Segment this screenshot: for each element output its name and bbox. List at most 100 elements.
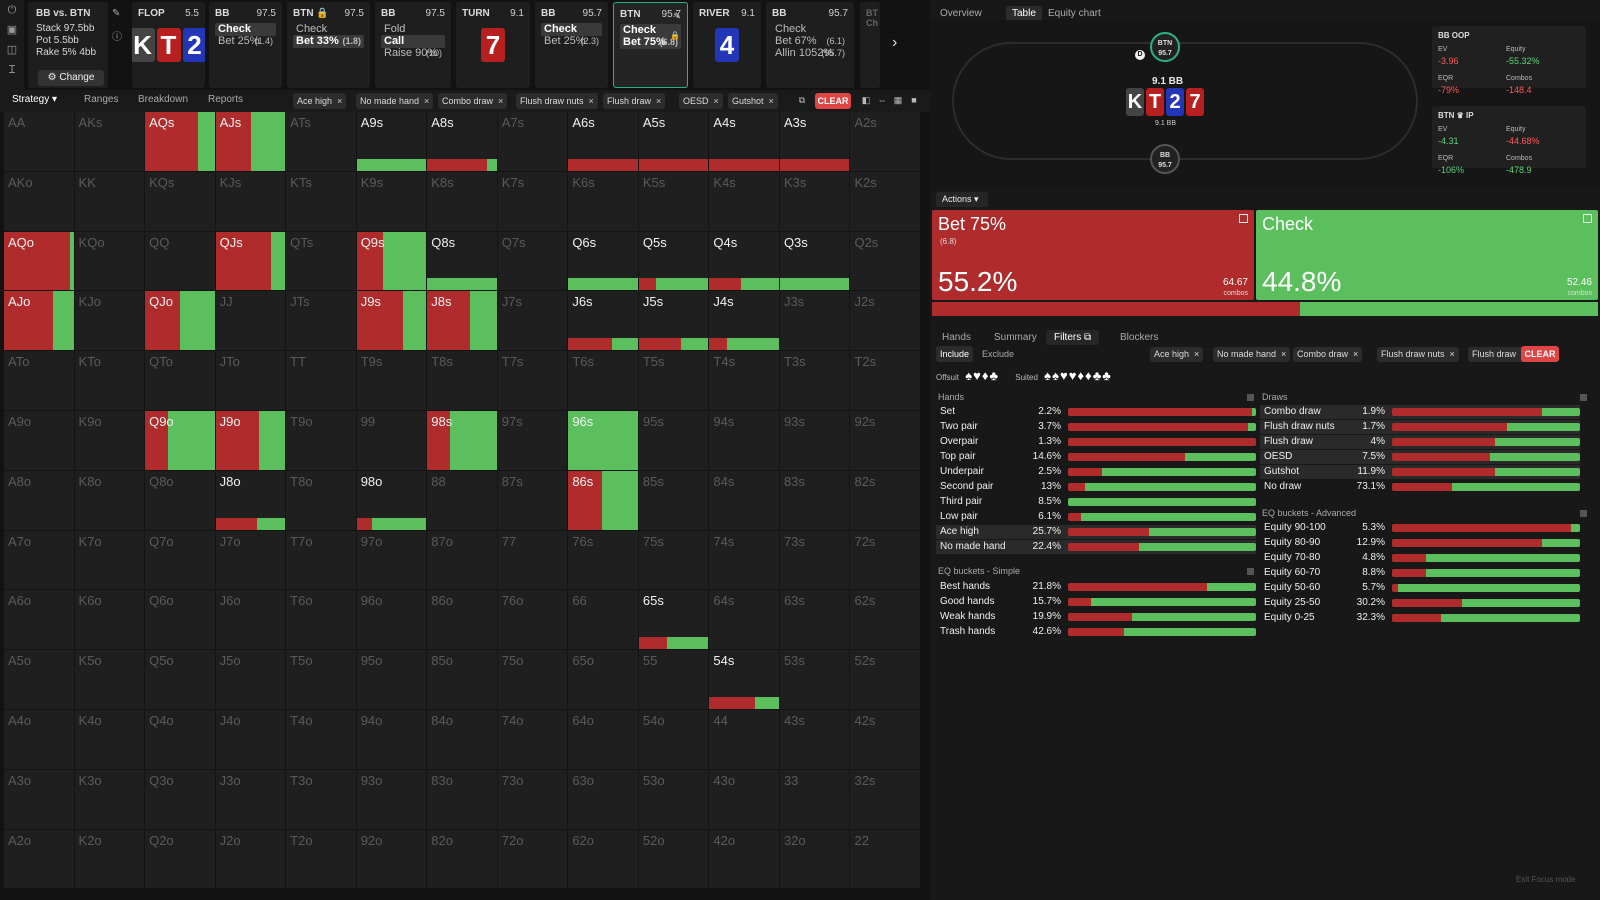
hand-cell-72o[interactable]: 72o — [497, 829, 569, 890]
close-icon[interactable]: × — [656, 96, 662, 106]
hand-cell-43o[interactable]: 43o — [709, 769, 780, 830]
eqs-row[interactable]: Good hands 15.7% — [936, 595, 1256, 609]
filter-chip[interactable]: No made hand × — [356, 93, 434, 109]
hand-cell-J8o[interactable]: J8o — [215, 470, 287, 531]
hand-cell-K9o[interactable]: K9o — [74, 411, 146, 471]
hand-cell-A3o[interactable]: A3o — [4, 769, 75, 830]
eqa-row[interactable]: Equity 0-25 32.3% — [1260, 611, 1580, 625]
hand-cell-AJs[interactable]: AJs — [215, 112, 287, 172]
hand-cell-K9s[interactable]: K9s — [356, 171, 428, 232]
draws-row[interactable]: Flush draw nuts 1.7% — [1260, 420, 1580, 434]
hand-cell-AKs[interactable]: AKs — [74, 112, 146, 172]
text-cursor-icon[interactable]: Ɪ — [8, 64, 16, 76]
hand-cell-98o[interactable]: 98o — [356, 470, 428, 531]
hand-cell-85s[interactable]: 85s — [638, 470, 710, 531]
hand-cell-54s[interactable]: 54s — [709, 650, 780, 710]
hand-cell-A5o[interactable]: A5o — [4, 650, 75, 710]
action-option[interactable]: Bet 25% (1.4) — [215, 35, 276, 48]
hand-cell-Q2o[interactable]: Q2o — [145, 829, 216, 890]
filter-chip[interactable]: Combo draw × — [438, 93, 508, 109]
filter-tab-0[interactable]: Hands — [942, 332, 971, 343]
hand-cell-Q5o[interactable]: Q5o — [145, 650, 216, 710]
hand-cell-K2s[interactable]: K2s — [850, 171, 921, 232]
hand-cell-J2o[interactable]: J2o — [215, 829, 287, 890]
hand-cell-53o[interactable]: 53o — [638, 769, 710, 830]
hands-row[interactable]: Low pair 6.1% — [936, 510, 1256, 524]
hand-cell-Q3o[interactable]: Q3o — [145, 769, 216, 830]
hand-cell-44[interactable]: 44 — [709, 710, 780, 770]
filter-tab-1[interactable]: Summary — [994, 332, 1037, 343]
hand-cell-75o[interactable]: 75o — [497, 650, 569, 710]
filter-chip[interactable]: Ace high × — [293, 93, 347, 109]
hand-cell-77[interactable]: 77 — [497, 530, 569, 591]
hand-cell-K2o[interactable]: K2o — [74, 829, 146, 890]
check-action[interactable]: Check 44.8% 52.46 combos — [1256, 210, 1598, 300]
hand-cell-A2s[interactable]: A2s — [850, 112, 921, 172]
close-icon[interactable]: × — [1281, 349, 1287, 359]
hand-cell-JTo[interactable]: JTo — [215, 351, 287, 411]
filter-chip[interactable]: Combo draw × — [1293, 347, 1363, 362]
hand-cell-53s[interactable]: 53s — [779, 650, 851, 710]
hands-row[interactable]: Two pair 3.7% — [936, 420, 1256, 434]
action-option[interactable]: Check — [215, 23, 276, 36]
hands-options-icon[interactable] — [1247, 394, 1254, 401]
hand-cell-Q4o[interactable]: Q4o — [145, 710, 216, 770]
hand-cell-J6s[interactable]: J6s — [568, 291, 639, 352]
expand-icon[interactable] — [1583, 214, 1592, 223]
hands-row[interactable]: No made hand 22.4% — [936, 540, 1256, 554]
hand-cell-K7o[interactable]: K7o — [74, 530, 146, 591]
action-option[interactable]: Check — [772, 23, 848, 36]
power-icon[interactable]: ⏻ — [7, 4, 17, 16]
hand-cell-74s[interactable]: 74s — [709, 530, 780, 591]
panel-tab-1[interactable]: Table — [1006, 6, 1042, 21]
hand-cell-Q6s[interactable]: Q6s — [568, 231, 639, 292]
street-node-0[interactable]: FLOP 5.5 K T 2 — [132, 2, 205, 88]
hand-cell-AQs[interactable]: AQs — [145, 112, 216, 172]
hand-cell-93s[interactable]: 93s — [779, 411, 851, 471]
hand-cell-T6o[interactable]: T6o — [286, 590, 357, 651]
hand-cell-T6s[interactable]: T6s — [568, 351, 639, 411]
hand-cell-Q5s[interactable]: Q5s — [638, 231, 710, 292]
hand-cell-93o[interactable]: 93o — [356, 769, 428, 830]
eq-advanced-options-icon[interactable] — [1580, 510, 1587, 517]
hand-cell-A4s[interactable]: A4s — [709, 112, 780, 172]
hand-cell-T9o[interactable]: T9o — [286, 411, 357, 471]
hand-cell-T4o[interactable]: T4o — [286, 710, 357, 770]
hand-cell-K8o[interactable]: K8o — [74, 470, 146, 531]
eqa-row[interactable]: Equity 70-80 4.8% — [1260, 551, 1580, 565]
filter-chip[interactable]: Flush draw nuts × — [1377, 347, 1459, 362]
hand-cell-J7s[interactable]: J7s — [497, 291, 569, 352]
street-node-2[interactable]: BTN 🔒 97.5 Check Bet 33% (1.8) — [287, 2, 370, 88]
hand-cell-54o[interactable]: 54o — [638, 710, 710, 770]
hand-cell-AA[interactable]: AA — [4, 112, 75, 172]
hand-cell-98s[interactable]: 98s — [427, 411, 498, 471]
hand-cell-Q4s[interactable]: Q4s — [709, 231, 780, 292]
eqs-row[interactable]: Trash hands 42.6% — [936, 625, 1256, 639]
hand-cell-T7o[interactable]: T7o — [286, 530, 357, 591]
hand-cell-96s[interactable]: 96s — [568, 411, 639, 471]
hand-cell-63s[interactable]: 63s — [779, 590, 851, 651]
hand-cell-73s[interactable]: 73s — [779, 530, 851, 591]
panel-tab-0[interactable]: Overview — [940, 8, 982, 19]
hand-cell-96o[interactable]: 96o — [356, 590, 428, 651]
include-toggle[interactable]: Include — [936, 346, 974, 362]
hand-cell-T8s[interactable]: T8s — [427, 351, 498, 411]
hand-cell-Q7s[interactable]: Q7s — [497, 231, 569, 292]
hand-cell-A7o[interactable]: A7o — [4, 530, 75, 591]
change-button[interactable]: ⚙ Change — [38, 70, 104, 86]
hand-cell-85o[interactable]: 85o — [427, 650, 498, 710]
hand-cell-63o[interactable]: 63o — [568, 769, 639, 830]
hand-cell-62s[interactable]: 62s — [850, 590, 921, 651]
hand-cell-J4s[interactable]: J4s — [709, 291, 780, 352]
filter-chip[interactable]: Flush draw × — [603, 93, 666, 109]
filter-tab-3[interactable]: Blockers — [1120, 332, 1159, 343]
hand-cell-T9s[interactable]: T9s — [356, 351, 428, 411]
hand-cell-QTs[interactable]: QTs — [286, 231, 357, 292]
hand-cell-KQo[interactable]: KQo — [74, 231, 146, 292]
hand-cell-65o[interactable]: 65o — [568, 650, 639, 710]
eqa-row[interactable]: Equity 25-50 30.2% — [1260, 596, 1580, 610]
hand-cell-64s[interactable]: 64s — [709, 590, 780, 651]
hand-cell-92o[interactable]: 92o — [356, 829, 428, 890]
close-icon[interactable]: × — [1449, 349, 1455, 359]
hand-cell-Q6o[interactable]: Q6o — [145, 590, 216, 651]
